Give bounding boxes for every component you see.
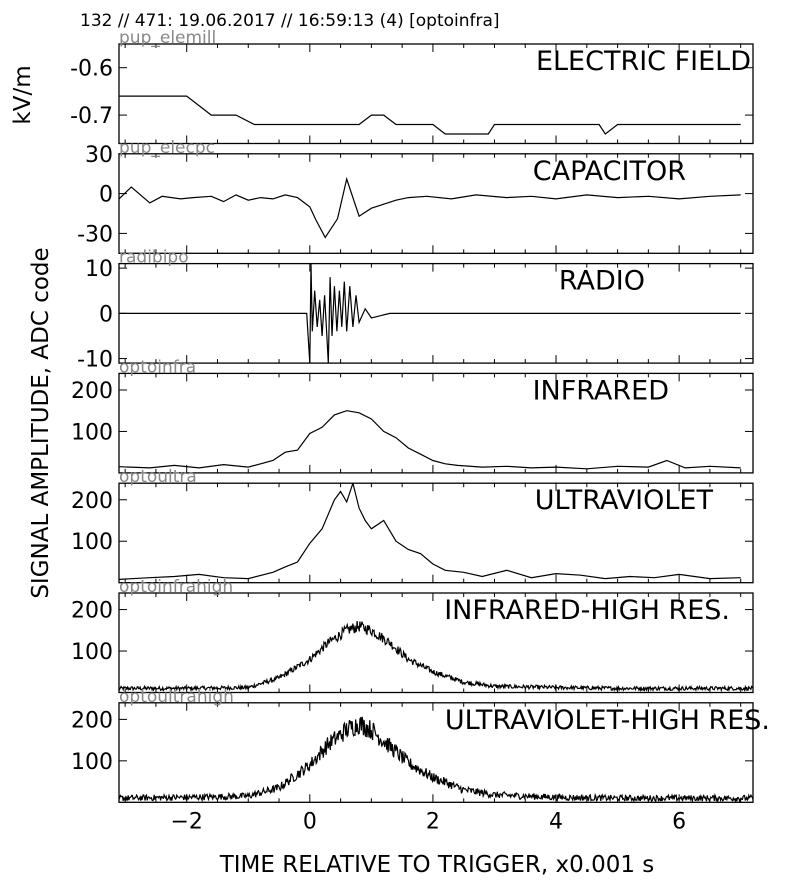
x-axis-label: TIME RELATIVE TO TRIGGER, x0.001 s	[219, 852, 655, 878]
panel-4: 200 100 INFRARED optoinfra	[71, 357, 754, 474]
panel-2: 30 0 -30 CAPACITOR pup_elecpc	[77, 138, 754, 254]
panel-frame	[118, 43, 754, 145]
y-tick-label: 100	[71, 420, 113, 445]
y-axis-title-bottom: SIGNAL AMPLITUDE, ADC code	[28, 247, 54, 598]
y-tick-label: 200	[71, 379, 113, 404]
panel-frame	[118, 482, 754, 584]
sensor-label: optoultra	[119, 467, 197, 487]
figure-header: 132 // 471: 19.06.2017 // 16:59:13 (4) […	[80, 11, 500, 31]
series-line	[119, 410, 741, 470]
x-tick-label: 2	[426, 809, 440, 834]
y-tick-label: 200	[71, 599, 113, 624]
panel-3: 10 0 -10 RADIO radibipo	[77, 248, 754, 373]
y-tick-label: 100	[71, 530, 113, 555]
y-tick-label: 100	[71, 750, 113, 775]
y-tick-label: -30	[77, 222, 113, 247]
series-line	[119, 716, 753, 803]
y-tick-label: 100	[71, 640, 113, 665]
x-tick-label: 0	[303, 809, 317, 834]
sensor-label: pup_elecpc	[119, 138, 215, 158]
panel-frame	[118, 153, 754, 254]
panel-7: 200 100 ULTRAVIOLET-HIGH RES. optoultrahigh	[71, 687, 770, 803]
sensor-label: pup_elemill	[119, 28, 216, 48]
sensor-label: optoinfrahigh	[119, 577, 233, 597]
y-tick-label: -0.7	[70, 104, 113, 129]
y-tick-label: 30	[85, 143, 113, 168]
y-tick-label: 0	[99, 302, 113, 327]
panel-title: RADIO	[559, 266, 645, 297]
x-axis-ticks: −2 0 2 4 6	[170, 809, 686, 834]
sensor-label: optoultrahigh	[119, 687, 234, 707]
y-tick-label: 10	[85, 257, 113, 282]
sensor-label: optoinfra	[119, 357, 196, 377]
y-tick-label: 0	[99, 183, 113, 208]
panel-title: ULTRAVIOLET	[535, 485, 714, 516]
panel-frame	[118, 592, 754, 694]
panel-6: 200 100 INFRARED-HIGH RES. optoinfrahigh	[71, 577, 754, 694]
series-line	[119, 621, 753, 693]
panel-frame	[118, 372, 754, 474]
x-tick-label: −2	[170, 809, 202, 834]
panel-title: INFRARED	[533, 375, 669, 406]
sensor-label: radibipo	[119, 248, 189, 268]
y-axis-title-top: kV/m	[10, 65, 36, 124]
series-line	[119, 95, 741, 135]
y-tick-label: -0.6	[70, 57, 113, 82]
x-tick-label: 4	[549, 809, 563, 834]
panel-title: ELECTRIC FIELD	[536, 46, 751, 77]
panel-5: 200 100 ULTRAVIOLET optoultra	[71, 467, 754, 584]
y-tick-label: -10	[77, 348, 113, 373]
y-tick-label: 200	[71, 708, 113, 733]
series-line	[119, 483, 741, 580]
panel-title: CAPACITOR	[533, 156, 686, 187]
panel-frame	[118, 702, 754, 803]
panels: -0.6 -0.7 ELECTRIC FIELD pup_elemill 30 0 -30 C…	[70, 28, 770, 803]
x-tick-label: 6	[672, 809, 686, 834]
panel-1: -0.6 -0.7 ELECTRIC FIELD pup_elemill	[70, 28, 754, 145]
panel-title: INFRARED-HIGH RES.	[444, 595, 730, 626]
series-line	[119, 263, 741, 364]
y-tick-label: 200	[71, 489, 113, 514]
series-line	[119, 176, 741, 239]
panel-title: ULTRAVIOLET-HIGH RES.	[445, 705, 770, 736]
